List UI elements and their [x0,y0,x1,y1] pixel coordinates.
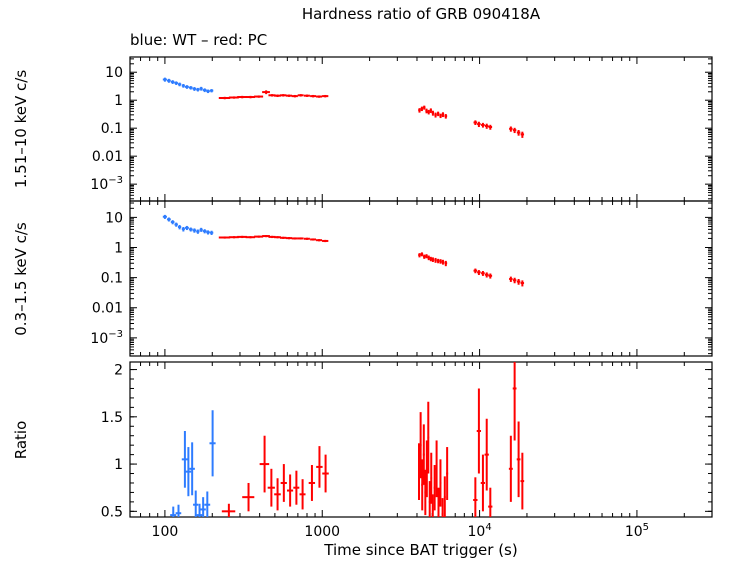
chart-title: Hardness ratio of GRB 090418A [301,5,541,23]
wt-series [162,77,214,94]
chart-legend-note: blue: WT – red: PC [130,31,268,49]
svg-text:0.5: 0.5 [101,504,123,520]
svg-text:1: 1 [114,241,123,257]
svg-text:1: 1 [114,93,123,109]
svg-text:2: 2 [114,363,123,379]
svg-text:1.5: 1.5 [101,410,123,426]
svg-text:1: 1 [114,457,123,473]
pc-series [218,235,525,287]
wt-series [162,214,214,236]
svg-text:0.1: 0.1 [101,271,123,287]
svg-text:1000: 1000 [304,524,340,540]
svg-text:0.01: 0.01 [92,149,123,165]
y-axis-label-soft-band: 0.3–1.5 keV c/s [12,222,30,336]
svg-text:10: 10 [105,210,123,226]
y-axis-label-hard-band: 1.51–10 keV c/s [12,69,30,189]
svg-text:0.01: 0.01 [92,301,123,317]
svg-text:10: 10 [105,65,123,81]
svg-text:0.1: 0.1 [101,121,123,137]
panel-3: 2 1.5 1 0.5 [101,361,713,520]
pc-series [221,362,525,517]
x-axis-label: Time since BAT trigger (s) [324,541,518,559]
wt-series [170,410,216,517]
svg-text:100: 100 [152,524,179,540]
y-axis-label-ratio: Ratio [12,420,30,460]
pc-series [218,90,525,138]
